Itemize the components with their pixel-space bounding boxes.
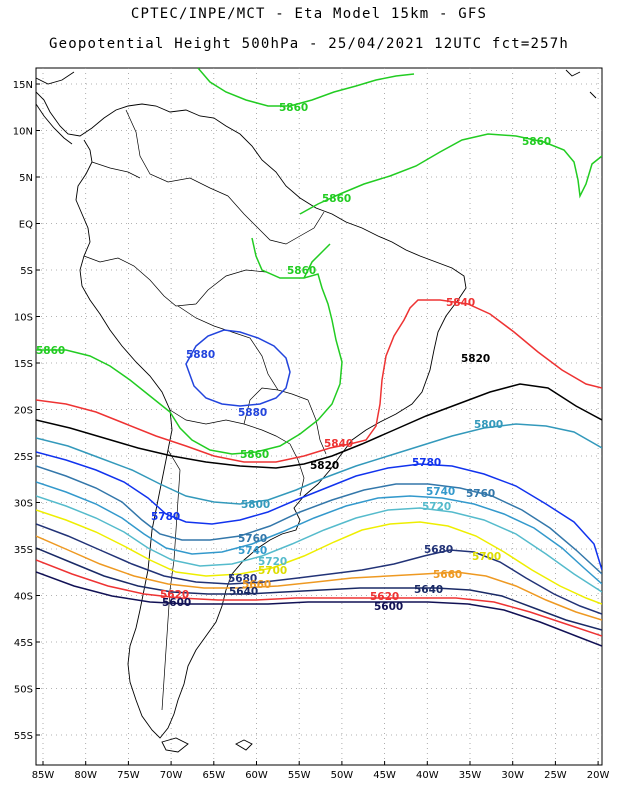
contour-5620 (36, 559, 602, 637)
contour-label: 5780 (151, 511, 180, 523)
lon-label: 85W (32, 770, 55, 781)
lon-label: 40W (416, 770, 439, 781)
contour-labels: 5880 5880 5860 5860 5860 5860 5860 5860 … (36, 102, 551, 613)
contour-label: 5860 (522, 136, 551, 148)
contour-5720 (36, 495, 602, 593)
lon-label: 60W (245, 770, 268, 781)
lon-label: 30W (501, 770, 524, 781)
lat-label: 15S (14, 359, 33, 370)
lon-label: 80W (74, 770, 97, 781)
contour-5780 (36, 451, 602, 571)
contour-5680 (36, 523, 602, 615)
contour-label: 5860 (322, 193, 351, 205)
contour-label: 5860 (279, 102, 308, 114)
contour-5840 (36, 299, 602, 463)
lat-label: 5N (19, 173, 33, 184)
contour-label: 5760 (466, 488, 495, 500)
contour-label: 5820 (310, 460, 339, 472)
latitude-labels: 15N 10N 5N EQ 5S 10S 15S 20S 25S 30S 35S 40S 45S 50S 5… (13, 80, 33, 742)
lon-label: 20W (587, 770, 610, 781)
map-title-line2: Geopotential Height 500hPa - 25/04/2021 … (49, 36, 569, 52)
contour-5700 (36, 509, 602, 605)
lat-label: 50S (14, 685, 33, 696)
contour-5860-amazon (36, 237, 343, 455)
axis-ticks (36, 83, 599, 765)
contour-label: 5800 (474, 419, 503, 431)
falkland-islands (235, 739, 253, 751)
map-title-line1: CPTEC/INPE/MCT - Eta Model 15km - GFS (130, 6, 488, 22)
contour-label: 5840 (324, 438, 353, 450)
lat-label: 45S (14, 638, 33, 649)
contour-label: 5800 (241, 499, 270, 511)
contour-5800 (36, 423, 602, 505)
contour-5860-north (197, 68, 415, 107)
contour-label: 5720 (422, 501, 451, 513)
lat-label: 10N (13, 127, 33, 138)
lon-label: 45W (373, 770, 396, 781)
contour-label: 5700 (472, 551, 501, 563)
contour-5820 (36, 383, 602, 469)
caribbean-islands (565, 69, 597, 99)
contour-5860-northeast (299, 133, 602, 215)
lon-label: 25W (544, 770, 567, 781)
lat-label: EQ (19, 220, 33, 231)
contour-label: 5880 (238, 407, 267, 419)
lat-label: 25S (14, 452, 33, 463)
tierra-del-fuego (161, 737, 189, 753)
contour-label: 5780 (412, 457, 441, 469)
lon-label: 70W (160, 770, 183, 781)
lat-label: 40S (14, 592, 33, 603)
lat-label: 35S (14, 545, 33, 556)
contour-label: 5700 (258, 565, 287, 577)
contour-label: 5740 (238, 545, 267, 557)
contour-5600 (36, 571, 602, 647)
contour-label: 5620 (370, 591, 399, 603)
lat-label: 10S (14, 313, 33, 324)
contour-label: 5680 (228, 573, 257, 585)
contour-label: 5760 (238, 533, 267, 545)
contour-5880 (185, 329, 291, 407)
national-borders (83, 109, 327, 711)
contour-label: 5820 (461, 353, 490, 365)
contour-label: 5840 (446, 297, 475, 309)
lat-label: 5S (20, 266, 33, 277)
lat-label: 55S (14, 731, 33, 742)
plot-frame (35, 67, 603, 766)
contour-label: 5740 (426, 486, 455, 498)
lat-label: 20S (14, 406, 33, 417)
lon-label: 35W (459, 770, 482, 781)
contour-label: 5680 (424, 544, 453, 556)
longitude-labels: 85W 80W 75W 70W 65W 60W 55W 50W 45W 40W 35W 30W 25W 2… (32, 770, 610, 781)
contour-label: 5600 (162, 597, 191, 609)
lat-lon-grid (36, 68, 602, 765)
contour-label: 5640 (229, 586, 258, 598)
lat-label: 15N (13, 80, 33, 91)
contour-label: 5860 (287, 265, 316, 277)
contour-label: 5860 (240, 449, 269, 461)
contour-label: 5600 (374, 601, 403, 613)
contour-label: 5660 (433, 569, 462, 581)
south-america-coastline (36, 91, 467, 739)
coastlines-and-borders (36, 69, 597, 753)
lon-label: 75W (117, 770, 140, 781)
contour-label: 5720 (258, 556, 287, 568)
lat-label: 30S (14, 499, 33, 510)
lon-label: 65W (202, 770, 225, 781)
contour-5640 (36, 547, 602, 631)
contour-label: 5620 (160, 589, 189, 601)
contour-5760 (36, 465, 602, 575)
contour-label: 5860 (36, 345, 65, 357)
lon-label: 55W (288, 770, 311, 781)
contour-5660 (36, 535, 602, 621)
contour-label: 5660 (242, 579, 271, 591)
contour-label: 5880 (186, 349, 215, 361)
lon-label: 50W (331, 770, 354, 781)
central-america-coast (36, 71, 75, 145)
contour-label: 5640 (414, 584, 443, 596)
contour-5740 (36, 481, 602, 585)
